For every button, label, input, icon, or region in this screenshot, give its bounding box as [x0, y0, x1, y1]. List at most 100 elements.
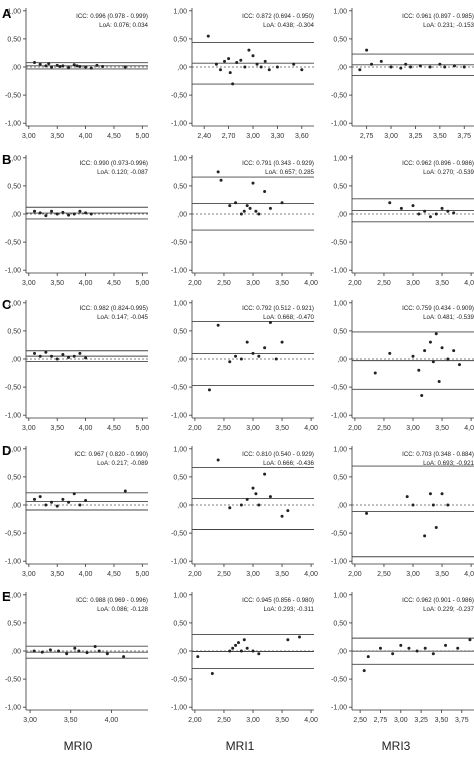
data-point: [373, 371, 377, 375]
data-point: [268, 495, 272, 499]
data-point: [457, 363, 461, 367]
data-point: [223, 59, 227, 63]
loa-annotation: LoA: 0.657; 0.285: [265, 169, 314, 176]
y-tick-label: ,00: [337, 649, 347, 656]
x-tick-label: 2,00: [348, 571, 362, 578]
data-point: [55, 504, 59, 508]
x-tick-label: 4,00: [79, 280, 93, 287]
data-point: [251, 351, 255, 355]
data-point: [420, 394, 424, 398]
data-point: [292, 62, 296, 66]
y-tick-label: -1,00: [331, 559, 347, 566]
x-tick-label: 3,00: [246, 571, 260, 578]
y-tick-label: 0,50: [333, 474, 347, 481]
data-point: [452, 211, 456, 215]
y-tick-label: -1,00: [171, 413, 187, 420]
y-tick-label: ,00: [11, 65, 21, 72]
y-tick-label: -0,50: [331, 385, 347, 392]
data-point: [417, 212, 421, 216]
y-tick-label: 1,00: [333, 446, 347, 453]
data-point: [405, 495, 409, 499]
data-point: [73, 646, 77, 650]
data-point: [280, 201, 284, 205]
x-tick-label: 5,00: [136, 571, 150, 578]
data-point: [434, 212, 438, 216]
data-point: [263, 472, 267, 476]
x-tick-label: 2,75: [360, 133, 374, 140]
x-tick-label: 2,70: [222, 133, 236, 140]
data-point: [84, 356, 88, 360]
x-tick-label: 3,50: [50, 280, 64, 287]
y-tick-label: -1,00: [171, 121, 187, 128]
data-point: [462, 65, 466, 69]
data-point: [446, 357, 450, 361]
icc-annotation: ICC: 0.982 (0.824-0.995): [80, 305, 148, 312]
icc-annotation: ICC: 0.810 (0.540 - 0.929): [242, 451, 314, 458]
data-point: [428, 65, 432, 69]
icc-annotation: ICC: 0.791 (0.343 - 0.929): [242, 160, 314, 167]
data-point: [415, 649, 419, 653]
data-point: [259, 65, 263, 69]
data-point: [268, 320, 272, 324]
y-tick-label: 0,50: [333, 620, 347, 627]
x-tick-label: 4,00: [464, 571, 474, 578]
column-label: MRI1: [226, 739, 255, 753]
y-tick-label: ,00: [177, 503, 187, 510]
x-tick-label: 2,00: [348, 425, 362, 432]
data-point: [428, 215, 432, 219]
data-point: [40, 650, 44, 654]
y-tick-label: -1,00: [5, 268, 21, 275]
data-point: [228, 71, 232, 75]
data-point: [243, 65, 247, 69]
x-tick-label: 3,50: [433, 133, 447, 140]
data-point: [218, 68, 222, 72]
y-tick-label: 0,50: [7, 328, 21, 335]
x-tick-label: 2,50: [217, 717, 231, 724]
data-point: [61, 353, 65, 357]
data-point: [207, 388, 211, 392]
y-tick-label: 1,00: [7, 8, 21, 15]
data-point: [67, 66, 71, 70]
icc-annotation: ICC: 0.996 (0.978 - 0.999): [76, 13, 148, 20]
x-tick-label: 3,00: [246, 425, 260, 432]
x-tick-label: 3,50: [50, 425, 64, 432]
y-tick-label: 1,00: [173, 446, 187, 453]
y-tick-label: ,00: [11, 649, 21, 656]
y-tick-label: -0,50: [171, 531, 187, 538]
data-point: [247, 48, 251, 52]
row-label: E: [2, 589, 11, 604]
y-tick-label: -0,50: [171, 677, 187, 684]
data-point: [122, 655, 126, 659]
data-point: [388, 351, 392, 355]
data-point: [257, 354, 261, 358]
x-tick-label: 2,00: [188, 425, 202, 432]
data-point: [391, 652, 395, 656]
data-point: [452, 64, 456, 68]
y-tick-label: -0,50: [331, 93, 347, 100]
data-point: [58, 64, 62, 68]
data-point: [216, 458, 220, 462]
loa-annotation: LoA: 0.438; -0.304: [263, 22, 314, 29]
y-tick-label: 1,00: [173, 155, 187, 162]
data-point: [431, 652, 435, 656]
y-tick-label: ,00: [337, 212, 347, 219]
loa-annotation: LoA: 0.231; -0.153: [423, 22, 474, 29]
y-tick-label: 0,50: [7, 620, 21, 627]
data-point: [47, 62, 51, 66]
data-point: [231, 646, 235, 650]
x-tick-label: 4,00: [105, 717, 119, 724]
data-point: [235, 61, 239, 65]
data-point: [268, 206, 272, 210]
y-tick-label: ,00: [177, 212, 187, 219]
data-point: [446, 209, 450, 213]
x-tick-label: 3,00: [246, 280, 260, 287]
data-point: [95, 63, 99, 67]
x-tick-label: 3,75: [457, 133, 471, 140]
x-tick-label: 4,00: [304, 571, 318, 578]
data-point: [44, 214, 48, 218]
data-point: [257, 652, 261, 656]
y-tick-label: ,00: [177, 65, 187, 72]
data-point: [89, 66, 93, 70]
data-point: [78, 209, 82, 213]
